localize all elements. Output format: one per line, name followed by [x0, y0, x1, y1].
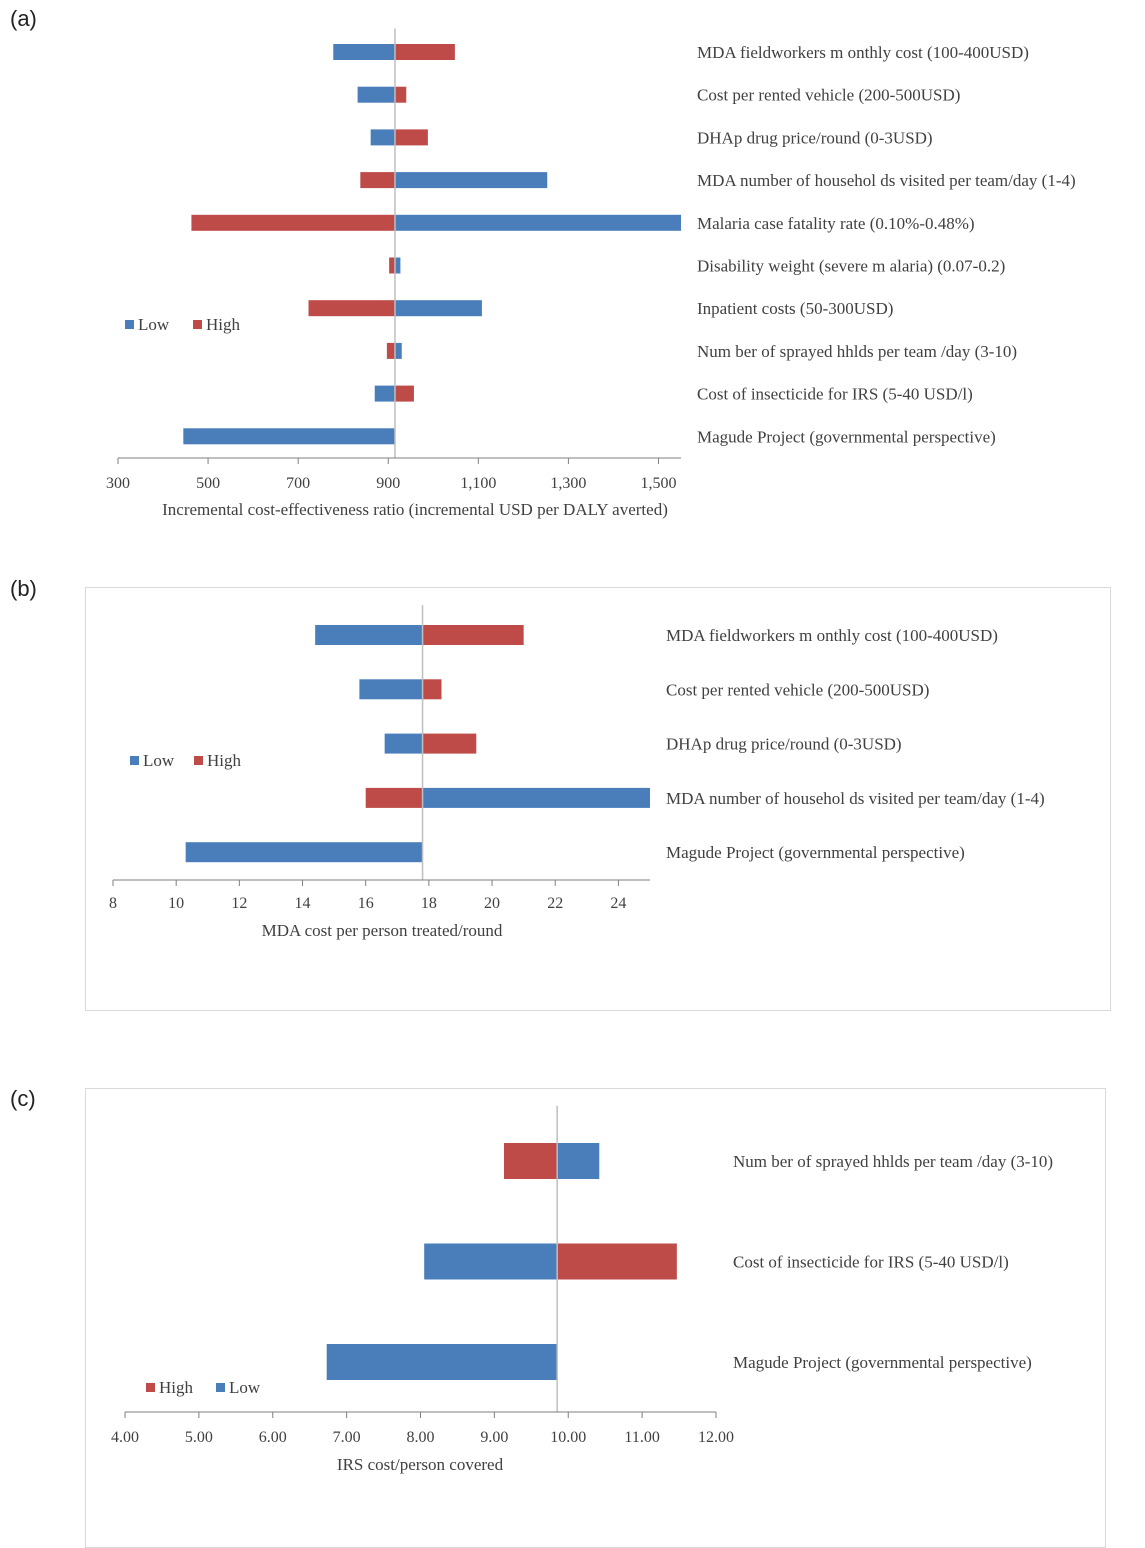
legend-swatch-low	[216, 1383, 225, 1392]
bar-low	[370, 129, 395, 146]
category-label: Inpatient costs (50-300USD)	[697, 299, 893, 318]
bar-low	[333, 44, 395, 60]
x-tick-label: 24	[610, 895, 626, 912]
bar-high	[422, 679, 442, 700]
category-label: Cost of insecticide for IRS (5-40 USD/l)	[733, 1253, 1009, 1272]
x-axis-title: Incremental cost-effectiveness ratio (in…	[162, 500, 668, 519]
category-label: Cost of insecticide for IRS (5-40 USD/l)	[697, 385, 973, 404]
bar-low	[183, 428, 395, 445]
panel-label-b: (b)	[10, 576, 37, 601]
bar-low	[557, 1143, 600, 1179]
legend-label-high: High	[207, 751, 242, 770]
x-tick-label: 900	[376, 475, 400, 492]
x-tick-label: 4.00	[111, 1429, 139, 1446]
bar-low	[422, 787, 650, 808]
bar-high	[365, 787, 423, 808]
x-tick-label: 8	[109, 895, 117, 912]
legend-swatch-high	[146, 1383, 155, 1392]
x-tick-label: 14	[295, 895, 311, 912]
x-tick-label: 18	[421, 895, 437, 912]
bar-high	[394, 86, 407, 103]
bar-high	[394, 44, 455, 60]
bar-high	[503, 1143, 558, 1179]
tornado-chart-mda-cost: MDA fieldworkers m onthly cost (100-400U…	[109, 605, 1045, 940]
bar-low	[359, 679, 423, 700]
bar-low	[374, 385, 395, 402]
bar-high	[191, 214, 395, 231]
bar-low	[185, 842, 423, 863]
bar-low	[394, 300, 482, 317]
bar-low	[394, 214, 681, 231]
x-tick-label: 9.00	[480, 1429, 508, 1446]
x-tick-label: 7.00	[333, 1429, 361, 1446]
x-tick-label: 10.00	[550, 1429, 586, 1446]
bar-high	[360, 172, 395, 189]
x-tick-label: 20	[484, 895, 500, 912]
tornado-chart-icer: MDA fieldworkers m onthly cost (100-400U…	[106, 28, 1076, 519]
x-tick-label: 500	[196, 475, 220, 492]
bar-low	[315, 625, 423, 645]
bar-high	[308, 300, 395, 317]
legend-swatch-low	[125, 320, 134, 329]
bar-high	[557, 1243, 677, 1280]
legend-label-low: Low	[229, 1378, 261, 1397]
panel-label-a: (a)	[10, 6, 37, 31]
category-label: DHAp drug price/round (0-3USD)	[666, 735, 902, 754]
panel-label-c: (c)	[10, 1086, 36, 1111]
category-label: MDA fieldworkers m onthly cost (100-400U…	[666, 626, 998, 645]
category-label: MDA number of househol ds visited per te…	[697, 171, 1076, 190]
bar-high	[394, 385, 414, 402]
category-label: Num ber of sprayed hhlds per team /day (…	[733, 1152, 1053, 1171]
bar-high	[389, 257, 395, 274]
x-tick-label: 1,300	[550, 475, 586, 492]
bar-low	[326, 1344, 558, 1380]
bar-high	[422, 625, 524, 645]
chart-frame-b	[85, 587, 1111, 1011]
x-tick-label: 8.00	[407, 1429, 435, 1446]
x-tick-label: 700	[286, 475, 310, 492]
x-axis-title: IRS cost/person covered	[337, 1455, 504, 1474]
bar-low	[357, 86, 395, 103]
x-tick-label: 16	[358, 895, 374, 912]
category-label: Disability weight (severe m alaria) (0.0…	[697, 257, 1005, 276]
legend-label-high: High	[159, 1378, 194, 1397]
x-tick-label: 1,100	[460, 475, 496, 492]
x-tick-label: 300	[106, 475, 130, 492]
category-label: Cost per rented vehicle (200-500USD)	[666, 680, 929, 699]
bar-low	[394, 257, 401, 274]
bar-low	[394, 172, 548, 189]
legend-label-low: Low	[143, 751, 175, 770]
legend-swatch-low	[130, 756, 139, 765]
category-label: MDA fieldworkers m onthly cost (100-400U…	[697, 43, 1029, 62]
bar-low	[384, 733, 423, 754]
x-axis-title: MDA cost per person treated/round	[262, 921, 503, 940]
bar-high	[422, 733, 477, 754]
category-label: Magude Project (governmental perspective…	[697, 427, 996, 446]
legend-swatch-high	[194, 756, 203, 765]
category-label: MDA number of househol ds visited per te…	[666, 789, 1045, 808]
bar-high	[386, 342, 395, 359]
bar-low	[394, 342, 402, 359]
category-label: Cost per rented vehicle (200-500USD)	[697, 86, 960, 105]
x-tick-label: 22	[547, 895, 563, 912]
legend-label-high: High	[206, 315, 241, 334]
x-tick-label: 12	[231, 895, 247, 912]
x-tick-label: 11.00	[624, 1429, 659, 1446]
bar-high	[394, 129, 428, 146]
category-label: DHAp drug price/round (0-3USD)	[697, 128, 933, 147]
bar-low	[424, 1243, 558, 1280]
category-label: Malaria case fatality rate (0.10%-0.48%)	[697, 214, 975, 233]
x-tick-label: 12.00	[698, 1429, 734, 1446]
category-label: Magude Project (governmental perspective…	[733, 1353, 1032, 1372]
legend-label-low: Low	[138, 315, 170, 334]
x-tick-label: 6.00	[259, 1429, 287, 1446]
category-label: Num ber of sprayed hhlds per team /day (…	[697, 342, 1017, 361]
x-tick-label: 1,500	[640, 475, 676, 492]
x-tick-label: 5.00	[185, 1429, 213, 1446]
x-tick-label: 10	[168, 895, 184, 912]
category-label: Magude Project (governmental perspective…	[666, 843, 965, 862]
legend-swatch-high	[193, 320, 202, 329]
